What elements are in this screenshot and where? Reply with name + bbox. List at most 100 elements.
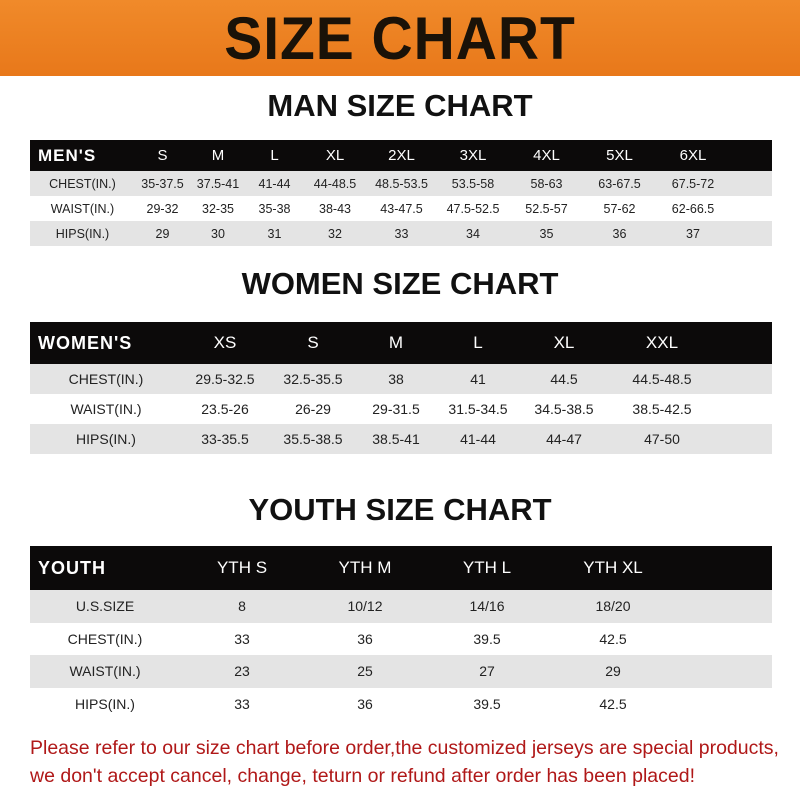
cell: 38	[388, 371, 404, 387]
cell: YTH S	[216, 558, 268, 577]
row-label: CHEST(IN.)	[67, 630, 143, 647]
women-size-table: WOMEN'S XS S M L XL XXL CHEST(IN.) 29.5-32.5 32.5…	[30, 322, 772, 454]
row-label: YOUTH	[38, 557, 106, 578]
cell: 47-50	[644, 431, 680, 447]
row-label: MEN'S	[38, 145, 97, 165]
table-row: HIPS(IN.) 33 36 39.5 42.5	[30, 687, 772, 720]
header-row: YOUTH YTH S YTH M YTH L YTH XL	[30, 546, 772, 590]
cell: 38-43	[319, 201, 351, 216]
cell: 41	[470, 371, 486, 387]
table-row: WAIST(IN.) 23.5-26 26-29 29-31.5 31.5-34.5 34…	[30, 394, 772, 424]
men-heading: MAN SIZE CHART	[267, 88, 533, 123]
cell: 8	[238, 598, 246, 615]
cell: XS	[213, 333, 237, 352]
women-heading: WOMEN SIZE CHART	[241, 266, 559, 301]
cell: 58-63	[530, 176, 563, 191]
cell: 32.5-35.5	[283, 371, 343, 387]
cell: 62-66.5	[671, 201, 715, 216]
men-size-table: MEN'S S M L XL 2XL 3XL 4XL 5XL 6XL CHEST(IN.) 35-37…	[30, 140, 772, 246]
cell: 10/12	[347, 598, 383, 615]
row-label: WOMEN'S	[38, 332, 133, 353]
cell: 29-31.5	[372, 401, 420, 417]
cell: 34.5-38.5	[534, 401, 594, 417]
cell: 29	[155, 226, 170, 241]
cell: 39.5	[473, 630, 501, 647]
cell: M	[388, 333, 404, 352]
cell: 37.5-41	[196, 176, 240, 191]
cell: 67.5-72	[671, 176, 715, 191]
cell: 29.5-32.5	[195, 371, 255, 387]
table-row: U.S.SIZE 8 10/12 14/16 18/20	[30, 590, 772, 623]
cell: 32	[328, 226, 342, 241]
table-row: HIPS(IN.) 33-35.5 35.5-38.5 38.5-41 41-44 44-…	[30, 424, 772, 454]
cell: 35-38	[258, 201, 291, 216]
row-label: WAIST(IN.)	[69, 663, 141, 680]
cell: XXL	[645, 333, 679, 352]
row-label: HIPS(IN.)	[75, 695, 135, 712]
cell: 38.5-42.5	[632, 401, 692, 417]
cell: 23.5-26	[201, 401, 249, 417]
cell: 38.5-41	[372, 431, 420, 447]
cell: YTH L	[462, 558, 512, 577]
cell: 36	[612, 226, 627, 241]
cell: 36	[357, 695, 373, 712]
cell: 2XL	[388, 147, 415, 164]
cell: 4XL	[533, 147, 560, 164]
cell: 35	[539, 226, 554, 241]
youth-heading: YOUTH SIZE CHART	[248, 492, 552, 527]
cell: 43-47.5	[380, 201, 423, 216]
row-label: CHEST(IN.)	[49, 176, 116, 191]
table-row: WAIST(IN.) 29-32 32-35 35-38 38-43 43-47.5 47.…	[30, 196, 772, 221]
cell: 32-35	[202, 201, 234, 216]
row-label: HIPS(IN.)	[76, 431, 136, 447]
cell: 57-62	[603, 201, 636, 216]
cell: 53.5-58	[451, 176, 495, 191]
cell: 39.5	[473, 695, 501, 712]
cell: 35-37.5	[141, 176, 184, 191]
cell: 14/16	[469, 598, 505, 615]
cell: 35.5-38.5	[283, 431, 343, 447]
header-row: WOMEN'S XS S M L XL XXL	[30, 322, 772, 364]
notice-line: we don't accept cancel, change, teturn o…	[30, 765, 695, 787]
cell: 3XL	[459, 147, 487, 164]
cell: 48.5-53.5	[375, 176, 428, 191]
cell: 31	[267, 226, 282, 241]
row-label: U.S.SIZE	[75, 598, 135, 615]
cell: 26-29	[295, 401, 331, 417]
cell: 6XL	[679, 147, 707, 164]
row-label: WAIST(IN.)	[70, 401, 142, 417]
cell: 41-44	[460, 431, 496, 447]
cell: 33	[394, 226, 409, 241]
cell: YTH M	[338, 558, 392, 577]
cell: 25	[357, 663, 373, 680]
cell: 44-47	[546, 431, 582, 447]
cell: 33-35.5	[201, 431, 249, 447]
cell: 42.5	[599, 630, 627, 647]
cell: 63-67.5	[598, 176, 641, 191]
cell: 44.5-48.5	[632, 371, 692, 387]
cell: 41-44	[258, 176, 291, 191]
table-row: WAIST(IN.) 23 25 27 29	[30, 655, 772, 688]
cell: 52.5-57	[525, 201, 568, 216]
table-row: CHEST(IN.) 35-37.5 37.5-41 41-44 44-48.5 48.5…	[30, 171, 772, 196]
cell: 29	[605, 663, 621, 680]
cell: 31.5-34.5	[448, 401, 508, 417]
title-banner: SIZE CHART	[0, 0, 800, 76]
cell: XL	[325, 147, 345, 164]
cell: 33	[234, 630, 250, 647]
cell: S	[157, 147, 168, 164]
cell: 44.5	[550, 371, 578, 387]
cell: XL	[553, 333, 575, 352]
cell: 23	[234, 663, 250, 680]
cell: YTH XL	[583, 558, 643, 577]
cell: 30	[211, 226, 225, 241]
cell: S	[307, 333, 319, 352]
table-row: CHEST(IN.) 33 36 39.5 42.5	[30, 622, 772, 655]
youth-size-table: YOUTH YTH S YTH M YTH L YTH XL U.S.SIZE 8 10/12…	[30, 546, 772, 720]
cell: 33	[234, 695, 250, 712]
cell: 47.5-52.5	[446, 201, 500, 216]
row-label: HIPS(IN.)	[55, 226, 110, 241]
cell: 27	[479, 663, 495, 680]
cell: 37	[686, 226, 700, 241]
cell: 36	[357, 630, 373, 647]
